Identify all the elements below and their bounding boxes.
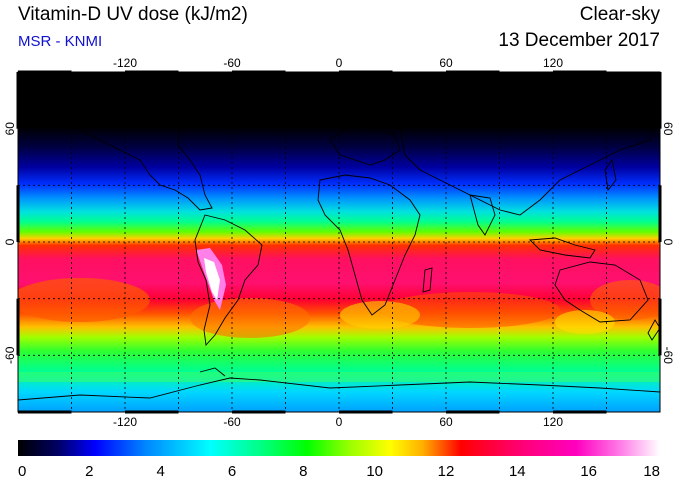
colorbar-tick-label: 16 (580, 463, 597, 480)
lat-tick-label: -60 (661, 347, 675, 365)
lon-tick-label: -60 (223, 415, 241, 429)
date-label: 13 December 2017 (498, 30, 660, 51)
colorbar-tick-label: 18 (643, 463, 660, 480)
lon-tick-label: -120 (113, 56, 137, 70)
lat-tick-label: 0 (3, 238, 17, 245)
colorbar-tick-label: 2 (85, 463, 93, 480)
lon-labels-bottom: -120 -60 0 60 120 (113, 415, 563, 429)
lon-tick-label: 60 (439, 415, 453, 429)
lon-tick-label: 120 (543, 56, 563, 70)
lon-tick-label: -120 (113, 415, 137, 429)
lon-tick-label: 120 (543, 415, 563, 429)
colorbar (18, 440, 660, 456)
lat-labels-left: 60 0 -60 (3, 122, 17, 364)
lat-labels-right: 60 0 -60 (661, 122, 675, 364)
lon-tick-label: 0 (336, 415, 343, 429)
colorbar-tick-label: 6 (228, 463, 236, 480)
frame-tick-bars (16, 70, 662, 414)
coastlines (18, 81, 660, 401)
map-title: Vitamin-D UV dose (kJ/m2) (18, 4, 248, 25)
lat-tick-label: 60 (661, 122, 675, 136)
colorbar-tick-label: 12 (438, 463, 455, 480)
colorbar-labels: 0 2 4 6 8 10 12 14 16 18 (18, 463, 660, 480)
lon-tick-label: 60 (439, 56, 453, 70)
source-label: MSR - KNMI (18, 33, 103, 50)
condition-label: Clear-sky (579, 4, 660, 25)
lat-tick-label: -60 (3, 346, 17, 364)
colorbar-tick-label: 14 (509, 463, 526, 480)
lon-labels-top: -120 -60 0 60 120 (113, 56, 563, 70)
colorbar-tick-label: 10 (366, 463, 383, 480)
lat-tick-label: 0 (661, 239, 675, 246)
lon-tick-label: -60 (223, 56, 241, 70)
lon-tick-label: 0 (336, 56, 343, 70)
colorbar-tick-label: 8 (299, 463, 307, 480)
colorbar-tick-label: 4 (157, 463, 165, 480)
lat-tick-label: 60 (3, 122, 17, 136)
graticule (18, 72, 660, 412)
colorbar-tick-label: 0 (18, 463, 26, 480)
